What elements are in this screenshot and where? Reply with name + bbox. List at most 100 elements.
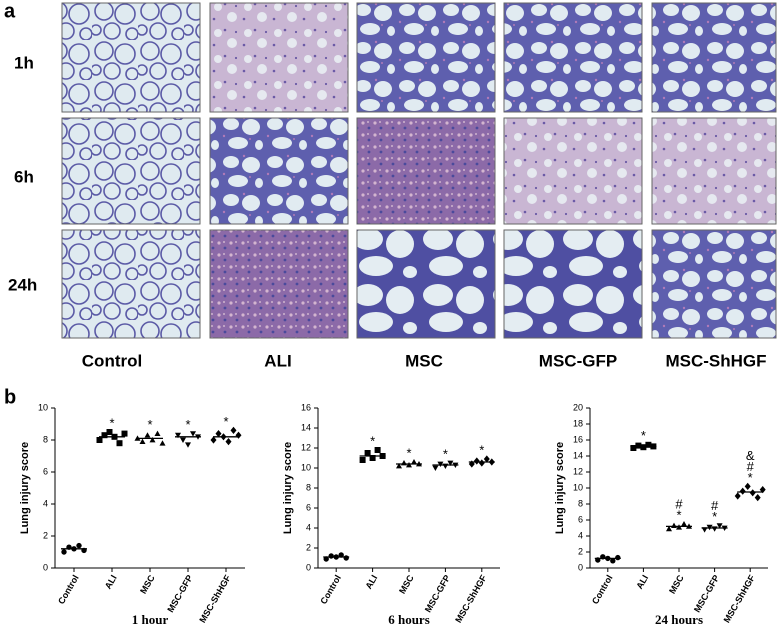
significance-mark: * — [443, 446, 448, 461]
data-point — [116, 440, 123, 447]
data-point — [235, 431, 242, 439]
data-point — [154, 430, 161, 436]
micrograph — [209, 229, 349, 339]
data-point — [230, 426, 237, 434]
data-point — [359, 457, 366, 463]
x-tick-label: ALI — [634, 573, 650, 591]
y-tick-label: 8 — [306, 482, 311, 492]
y-tick-label: 20 — [573, 402, 583, 412]
micrograph — [209, 2, 349, 113]
data-point — [364, 450, 371, 456]
data-point — [711, 526, 718, 532]
y-tick-label: 18 — [573, 418, 583, 428]
x-tick-label: MSC-GFP — [165, 573, 194, 614]
y-axis-label: Lung injury score — [19, 442, 31, 534]
y-tick-label: 0 — [43, 562, 48, 572]
significance-mark: * — [147, 417, 152, 432]
x-tick-label: MSC-ShHGF — [722, 573, 758, 625]
data-point — [437, 461, 444, 467]
column-label: Control — [82, 351, 142, 370]
data-point — [328, 553, 334, 559]
micrograph — [503, 117, 643, 225]
data-point — [106, 429, 113, 435]
data-point — [645, 441, 652, 448]
y-tick-label: 2 — [43, 530, 48, 540]
micrograph — [651, 229, 777, 339]
y-axis-label: Lung injury score — [554, 442, 566, 534]
data-point — [754, 494, 761, 502]
micrograph — [651, 2, 777, 113]
y-tick-label: 2 — [578, 546, 583, 556]
x-tick-label: MSC-GFP — [423, 573, 452, 614]
micrograph — [356, 229, 496, 339]
data-point — [640, 444, 647, 451]
x-tick-label: Control — [56, 573, 81, 606]
data-point — [210, 436, 217, 444]
data-point — [447, 460, 454, 466]
significance-mark: * — [185, 417, 190, 432]
y-tick-label: 10 — [301, 462, 311, 472]
significance-mark: * — [641, 428, 646, 443]
y-tick-label: 16 — [301, 402, 311, 412]
data-point — [175, 432, 181, 439]
significance-mark: # — [675, 496, 683, 511]
data-point — [190, 431, 196, 437]
significance-mark: & — [746, 448, 755, 463]
data-point — [406, 462, 412, 468]
data-point — [185, 442, 191, 448]
micrograph — [503, 229, 643, 339]
y-tick-label: 2 — [306, 542, 311, 552]
data-point — [159, 440, 166, 446]
data-point — [121, 430, 128, 437]
data-point — [749, 489, 756, 497]
y-tick-label: 6 — [306, 502, 311, 512]
data-point — [615, 554, 621, 561]
x-tick-label: Control — [590, 573, 615, 606]
data-point — [671, 522, 677, 528]
x-tick-label: MSC-GFP — [692, 573, 721, 614]
significance-mark: # — [711, 498, 719, 513]
significance-mark: * — [406, 445, 411, 460]
significance-mark: * — [223, 414, 228, 429]
x-tick-label: MSC-ShHGF — [197, 573, 233, 625]
micrograph — [61, 2, 201, 113]
x-tick-label: ALI — [363, 573, 379, 591]
row-label: 6h — [14, 167, 34, 186]
x-tick-label: MSC — [667, 573, 686, 596]
micrograph — [61, 117, 201, 225]
y-tick-label: 14 — [301, 422, 311, 432]
data-point — [483, 455, 490, 463]
y-tick-label: 8 — [578, 498, 583, 508]
data-point — [473, 457, 480, 465]
data-point — [411, 459, 417, 465]
micrograph — [209, 117, 349, 225]
data-point — [101, 432, 108, 439]
data-point — [96, 437, 103, 443]
significance-mark: * — [479, 442, 484, 457]
data-point — [61, 549, 67, 555]
y-axis-label: Lung injury score — [282, 442, 294, 534]
data-point — [374, 447, 381, 453]
micrograph — [356, 2, 496, 113]
significance-mark: * — [748, 470, 753, 485]
data-point — [215, 430, 222, 438]
significance-mark: # — [747, 459, 755, 474]
data-point — [630, 445, 637, 451]
y-tick-label: 4 — [578, 530, 583, 540]
y-tick-label: 10 — [573, 482, 583, 492]
significance-mark: * — [676, 507, 681, 522]
significance-mark: * — [109, 415, 114, 430]
data-point — [432, 465, 439, 471]
y-tick-label: 12 — [301, 442, 311, 452]
data-point — [635, 442, 642, 449]
data-point — [396, 463, 402, 469]
x-tick-label: ALI — [103, 573, 119, 591]
micrograph — [61, 229, 201, 339]
column-label: MSC-ShHGF — [665, 351, 766, 370]
x-axis-label: 24 hours — [655, 612, 703, 627]
micrograph — [356, 117, 496, 225]
panel-label: b — [4, 386, 16, 408]
y-tick-label: 10 — [38, 402, 48, 412]
y-tick-label: 8 — [43, 434, 48, 444]
